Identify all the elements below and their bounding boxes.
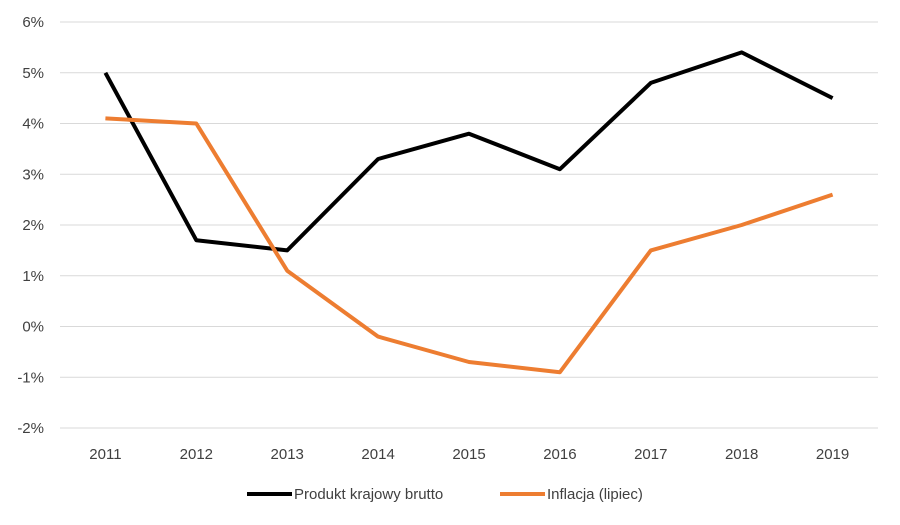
y-tick-label: 3% bbox=[22, 166, 44, 183]
x-tick-label: 2016 bbox=[543, 446, 576, 463]
x-tick-label: 2011 bbox=[89, 446, 121, 463]
y-tick-label: 1% bbox=[22, 268, 44, 285]
y-tick-label: -2% bbox=[17, 420, 44, 437]
series-line-gdp bbox=[103, 50, 834, 253]
gridlines bbox=[60, 21, 878, 429]
y-tick-label: 4% bbox=[22, 116, 44, 133]
y-tick-label: 0% bbox=[22, 319, 44, 336]
x-tick-label: 2014 bbox=[361, 446, 394, 463]
x-tick-label: 2017 bbox=[634, 446, 667, 463]
y-axis-ticks: -2% -1% 0% 1% 2% 3% 4% 5% 6% bbox=[17, 14, 44, 437]
x-tick-label: 2013 bbox=[271, 446, 304, 463]
y-tick-label: 6% bbox=[22, 14, 44, 31]
y-tick-label: -1% bbox=[17, 369, 44, 386]
x-tick-label: 2012 bbox=[180, 446, 213, 463]
legend-label-gdp: Produkt krajowy brutto bbox=[294, 486, 443, 503]
x-tick-label: 2015 bbox=[452, 446, 485, 463]
series-line-inflation bbox=[105, 116, 834, 375]
series-lines bbox=[103, 50, 834, 375]
legend: Produkt krajowy brutto Inflacja (lipiec) bbox=[247, 486, 643, 503]
x-tick-label: 2018 bbox=[725, 446, 758, 463]
y-tick-label: 2% bbox=[22, 217, 44, 234]
x-tick-label: 2019 bbox=[816, 446, 849, 463]
y-tick-label: 5% bbox=[22, 65, 44, 82]
x-axis-ticks: 2011 2012 2013 2014 2015 2016 2017 2018 2019 bbox=[89, 446, 849, 463]
legend-label-inflation: Inflacja (lipiec) bbox=[547, 486, 643, 503]
